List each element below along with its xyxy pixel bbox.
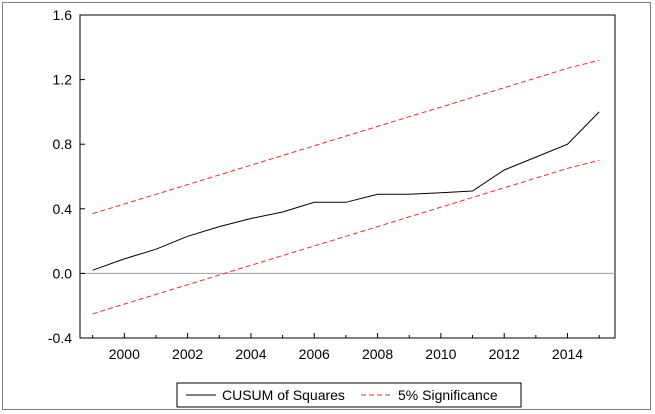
x-tick-label: 2006 <box>299 346 330 362</box>
x-tick-label: 2014 <box>552 346 583 362</box>
chart-frame: -0.4 0.0 0.4 0.8 1.2 1.6 2000 2002 2004 2006 2008 2… <box>2 2 651 410</box>
y-tick-label: 1.6 <box>53 7 73 23</box>
legend-label-significance: 5% Significance <box>398 387 498 403</box>
legend-label-cusum: CUSUM of Squares <box>222 387 345 403</box>
legend: CUSUM of Squares 5% Significance <box>176 382 522 408</box>
y-tick-label: 0.4 <box>53 201 73 217</box>
x-tick-label: 2002 <box>172 346 203 362</box>
legend-box <box>176 382 522 408</box>
x-tick-label: 2008 <box>362 346 393 362</box>
x-tick-label: 2000 <box>109 346 140 362</box>
significance-lower-line <box>92 159 600 315</box>
x-tick-label: 2010 <box>425 346 456 362</box>
y-tick-label: 0.0 <box>53 265 73 281</box>
significance-upper-line <box>92 59 600 215</box>
y-tick-label: 1.2 <box>53 72 73 88</box>
x-tick-label: 2004 <box>235 346 266 362</box>
cusum-squares-line <box>92 111 600 271</box>
y-tick-label: 0.8 <box>53 136 73 152</box>
y-tick-label: -0.4 <box>48 330 72 346</box>
plot-area <box>79 14 616 339</box>
x-tick-label: 2012 <box>489 346 520 362</box>
cusum-chart: -0.4 0.0 0.4 0.8 1.2 1.6 2000 2002 2004 2006 2008 2… <box>48 7 616 408</box>
